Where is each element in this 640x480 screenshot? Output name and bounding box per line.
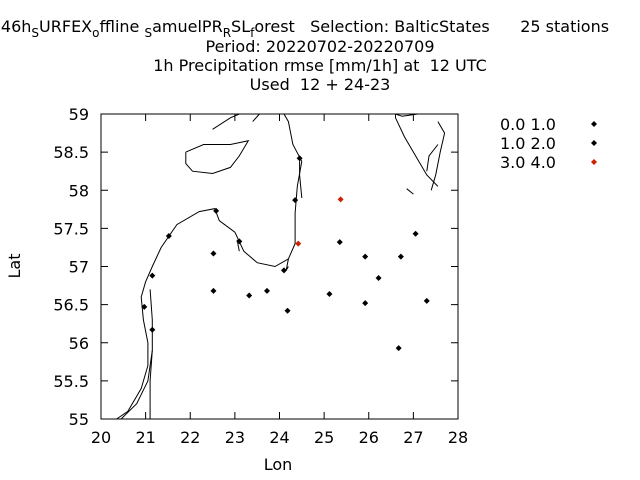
data-point — [149, 326, 156, 333]
data-point — [397, 253, 404, 260]
y-tick-label: 55 — [69, 410, 89, 429]
x-tick-label: 25 — [314, 428, 334, 447]
data-point — [284, 307, 291, 314]
coastline — [299, 158, 303, 198]
title-part: S — [31, 26, 40, 40]
chart-title-used: Used 12 + 24-23 — [249, 75, 391, 94]
x-tick-label: 23 — [225, 428, 245, 447]
x-tick-label: 22 — [180, 428, 200, 447]
legend-label: 0.0 1.0 — [500, 115, 556, 134]
x-tick-label: 28 — [448, 428, 468, 447]
legend: 0.0 1.01.0 2.03.0 4.0 — [500, 115, 597, 172]
data-point — [165, 233, 172, 239]
data-point — [375, 274, 382, 281]
x-tick-label: 21 — [135, 428, 155, 447]
x-tick-label: 24 — [269, 428, 289, 447]
coastline — [426, 144, 439, 172]
title-part: S — [144, 26, 153, 40]
data-point — [264, 287, 271, 294]
data-point — [213, 207, 220, 214]
legend-label: 3.0 4.0 — [500, 153, 556, 172]
data-point — [326, 290, 333, 297]
legend-marker — [591, 140, 597, 146]
x-tick-label: 26 — [359, 428, 379, 447]
legend-label: 1.0 2.0 — [500, 134, 556, 153]
y-tick-label: 58.5 — [53, 143, 89, 162]
data-point — [295, 240, 302, 247]
legend-marker — [591, 159, 597, 165]
legend-marker — [591, 121, 597, 127]
y-tick-label: 55.5 — [53, 372, 89, 391]
y-axis-label: Lat — [5, 254, 24, 279]
coastline — [120, 350, 153, 420]
chart-title-variable: 1h Precipitation rmse [mm/1h] at 12 UTC — [153, 56, 487, 75]
coastline — [395, 114, 439, 187]
data-point — [362, 253, 369, 260]
title-part: amuelPR — [152, 17, 223, 36]
coastline — [116, 161, 303, 420]
data-points — [141, 155, 430, 352]
data-point — [210, 250, 217, 257]
chart-title-line-1: 46hSURFEXoffline SamuelPRRSLforest Selec… — [0, 17, 625, 40]
data-point — [141, 303, 148, 310]
y-tick-label: 56 — [69, 334, 89, 353]
coastline — [283, 113, 303, 162]
data-point — [292, 197, 299, 204]
title-part: 46h — [0, 17, 32, 36]
data-point — [210, 287, 217, 294]
chart-title-period: Period: 20220702-20220709 — [205, 37, 435, 56]
axis-ticks: 20 21 22 23 24 25 26 27 28 55 55.5 56 56.5 57 57.5 58 58… — [53, 105, 468, 447]
y-tick-label: 59 — [69, 105, 89, 124]
title-part: o — [92, 26, 100, 40]
title-part: orest Selection: BalticStates 25 station… — [254, 17, 610, 36]
data-point — [412, 230, 419, 237]
y-tick-label: 57 — [69, 258, 89, 277]
data-point — [337, 196, 344, 203]
title-part: ffline — [99, 17, 145, 36]
y-tick-label: 56.5 — [53, 296, 89, 315]
data-point — [296, 155, 303, 162]
data-point — [149, 272, 156, 279]
coastline-map — [116, 113, 446, 420]
y-tick-label: 58 — [69, 181, 89, 200]
data-point — [336, 239, 343, 246]
coastline — [406, 188, 414, 195]
data-point — [362, 300, 369, 307]
title-part: SL — [231, 17, 251, 36]
data-point — [236, 238, 243, 245]
y-tick-label: 57.5 — [53, 219, 89, 238]
title-part: f — [250, 26, 255, 40]
coastline — [395, 113, 418, 117]
coastline — [252, 113, 260, 122]
x-axis-label: Lon — [264, 455, 293, 474]
data-point — [246, 292, 253, 299]
data-point — [395, 345, 402, 352]
coastline — [212, 113, 240, 130]
title-part: URFEX — [39, 17, 93, 36]
coastline — [285, 258, 289, 271]
title-part: R — [222, 26, 232, 40]
coastline — [430, 121, 446, 191]
coastline — [185, 139, 250, 175]
x-tick-label: 27 — [403, 428, 423, 447]
data-point — [423, 297, 430, 304]
x-tick-label: 20 — [91, 428, 111, 447]
plot-frame — [100, 113, 459, 420]
data-point — [280, 267, 287, 274]
